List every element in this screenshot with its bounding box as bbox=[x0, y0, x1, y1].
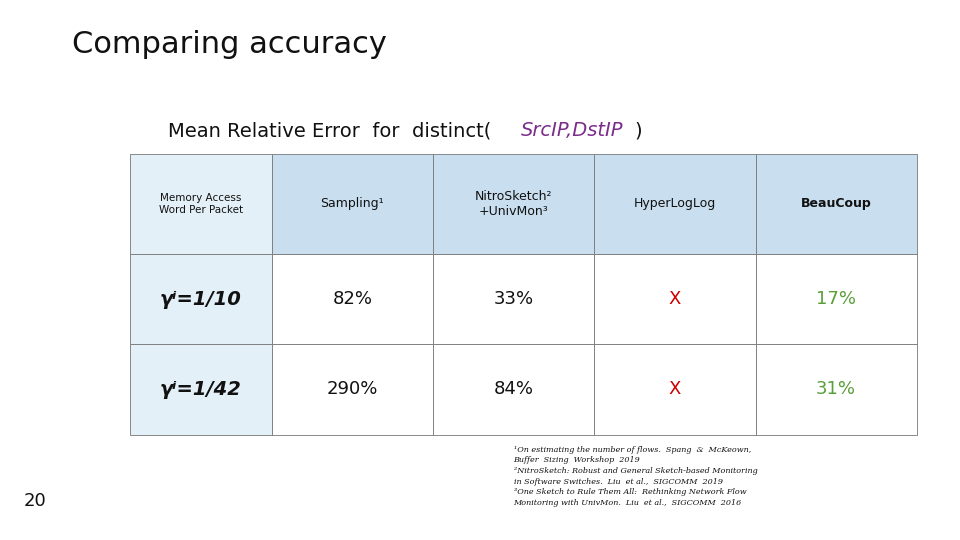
Text: Comparing accuracy: Comparing accuracy bbox=[72, 30, 387, 59]
Text: X: X bbox=[669, 381, 681, 399]
Text: BeauCoup: BeauCoup bbox=[801, 197, 872, 211]
Text: NitroSketch²
+UnivMon³: NitroSketch² +UnivMon³ bbox=[475, 190, 552, 218]
FancyBboxPatch shape bbox=[594, 154, 756, 254]
FancyBboxPatch shape bbox=[594, 345, 756, 435]
Text: γⁱ=1/42: γⁱ=1/42 bbox=[159, 380, 242, 399]
Text: 290%: 290% bbox=[326, 381, 378, 399]
FancyBboxPatch shape bbox=[594, 254, 756, 345]
FancyBboxPatch shape bbox=[272, 154, 433, 254]
Text: γⁱ=1/10: γⁱ=1/10 bbox=[159, 289, 242, 308]
FancyBboxPatch shape bbox=[130, 345, 272, 435]
Text: 17%: 17% bbox=[816, 290, 856, 308]
FancyBboxPatch shape bbox=[433, 154, 594, 254]
FancyBboxPatch shape bbox=[272, 345, 433, 435]
FancyBboxPatch shape bbox=[433, 254, 594, 345]
Text: ¹On estimating the number of flows.  Spang  &  McKeown,
Buffer  Sizing  Workshop: ¹On estimating the number of flows. Span… bbox=[514, 446, 757, 507]
Text: 31%: 31% bbox=[816, 381, 856, 399]
Text: Sampling¹: Sampling¹ bbox=[321, 197, 384, 211]
Text: 84%: 84% bbox=[493, 381, 534, 399]
Text: ): ) bbox=[635, 122, 642, 140]
FancyBboxPatch shape bbox=[130, 154, 272, 254]
Text: 33%: 33% bbox=[493, 290, 534, 308]
FancyBboxPatch shape bbox=[130, 254, 272, 345]
Text: HyperLogLog: HyperLogLog bbox=[634, 197, 716, 211]
FancyBboxPatch shape bbox=[272, 254, 433, 345]
Text: 20: 20 bbox=[24, 492, 47, 510]
Text: SrcIP,DstIP: SrcIP,DstIP bbox=[521, 122, 624, 140]
Text: Mean Relative Error  for  distinct(: Mean Relative Error for distinct( bbox=[168, 122, 492, 140]
Text: X: X bbox=[669, 290, 681, 308]
Text: 82%: 82% bbox=[332, 290, 372, 308]
FancyBboxPatch shape bbox=[756, 345, 917, 435]
Text: Memory Access
Word Per Packet: Memory Access Word Per Packet bbox=[158, 193, 243, 214]
FancyBboxPatch shape bbox=[756, 254, 917, 345]
FancyBboxPatch shape bbox=[433, 345, 594, 435]
FancyBboxPatch shape bbox=[756, 154, 917, 254]
